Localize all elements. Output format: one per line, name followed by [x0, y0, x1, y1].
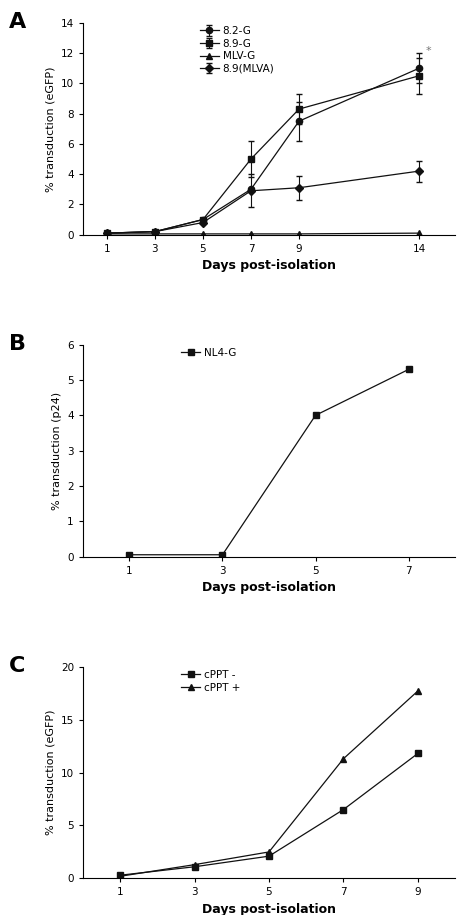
Text: C: C: [9, 656, 25, 676]
Legend: NL4-G: NL4-G: [181, 348, 237, 358]
Text: A: A: [9, 12, 26, 32]
cPPT +: [415, 685, 420, 696]
X-axis label: Days post-isolation: Days post-isolation: [202, 581, 336, 594]
Text: *: *: [426, 46, 431, 56]
Line: NL4-G: NL4-G: [127, 366, 411, 558]
Y-axis label: % transduction (eGFP): % transduction (eGFP): [45, 710, 55, 835]
Line: cPPT -: cPPT -: [117, 750, 421, 878]
NL4-G: [313, 410, 319, 421]
X-axis label: Days post-isolation: Days post-isolation: [202, 903, 336, 915]
cPPT +: [191, 859, 197, 870]
cPPT +: [117, 871, 123, 882]
cPPT -: [117, 870, 123, 881]
NL4-G: [219, 549, 225, 560]
cPPT -: [415, 748, 420, 759]
Legend: cPPT -, cPPT +: cPPT -, cPPT +: [181, 670, 240, 693]
Line: cPPT +: cPPT +: [117, 688, 421, 879]
NL4-G: [127, 549, 132, 560]
cPPT +: [266, 846, 272, 857]
NL4-G: [406, 364, 411, 375]
Text: B: B: [9, 334, 26, 354]
cPPT -: [340, 804, 346, 815]
cPPT -: [266, 851, 272, 862]
X-axis label: Days post-isolation: Days post-isolation: [202, 259, 336, 273]
Y-axis label: % transduction (p24): % transduction (p24): [52, 392, 62, 510]
Legend: 8.2-G, 8.9-G, MLV-G, 8.9(MLVA): 8.2-G, 8.9-G, MLV-G, 8.9(MLVA): [200, 26, 274, 74]
Y-axis label: % transduction (eGFP): % transduction (eGFP): [45, 66, 55, 191]
cPPT -: [191, 861, 197, 872]
cPPT +: [340, 753, 346, 764]
